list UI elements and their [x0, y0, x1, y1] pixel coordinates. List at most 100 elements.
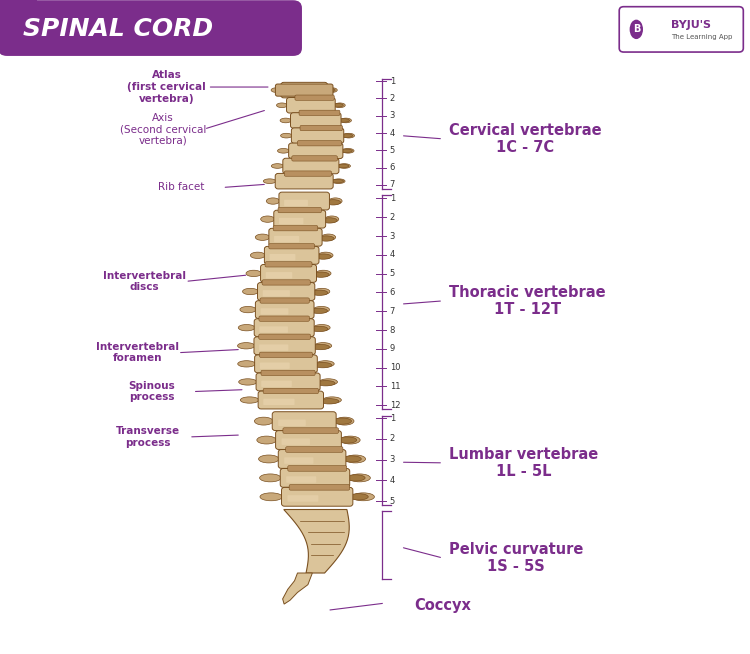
FancyBboxPatch shape: [262, 290, 290, 296]
Ellipse shape: [240, 307, 256, 313]
Text: 6: 6: [390, 288, 395, 297]
FancyBboxPatch shape: [287, 495, 319, 502]
Ellipse shape: [335, 164, 349, 168]
Ellipse shape: [320, 379, 338, 385]
Ellipse shape: [340, 118, 352, 123]
Ellipse shape: [310, 308, 328, 313]
Ellipse shape: [326, 199, 340, 205]
FancyBboxPatch shape: [298, 141, 341, 146]
Text: SPINAL CORD: SPINAL CORD: [23, 17, 214, 41]
FancyBboxPatch shape: [268, 228, 322, 246]
FancyBboxPatch shape: [263, 399, 295, 405]
FancyBboxPatch shape: [300, 126, 343, 131]
FancyBboxPatch shape: [278, 419, 306, 426]
FancyBboxPatch shape: [279, 192, 329, 210]
Text: Pelvic curvature
1S - 5S: Pelvic curvature 1S - 5S: [449, 542, 584, 574]
Ellipse shape: [313, 272, 329, 277]
Ellipse shape: [328, 198, 342, 204]
FancyBboxPatch shape: [266, 272, 292, 279]
Text: 2: 2: [390, 213, 395, 222]
Polygon shape: [283, 573, 312, 604]
FancyBboxPatch shape: [258, 391, 323, 409]
FancyBboxPatch shape: [265, 262, 312, 267]
Ellipse shape: [340, 134, 352, 137]
Text: Lumbar vertebrae
1L - 5L: Lumbar vertebrae 1L - 5L: [449, 447, 598, 479]
Ellipse shape: [256, 436, 276, 444]
Text: 10: 10: [390, 363, 400, 372]
Ellipse shape: [327, 88, 338, 92]
FancyBboxPatch shape: [260, 298, 309, 303]
Ellipse shape: [338, 118, 350, 122]
Ellipse shape: [266, 198, 280, 204]
FancyBboxPatch shape: [280, 82, 328, 98]
FancyBboxPatch shape: [256, 373, 320, 391]
FancyBboxPatch shape: [259, 334, 310, 339]
Ellipse shape: [335, 417, 354, 425]
Ellipse shape: [238, 361, 255, 367]
Ellipse shape: [321, 234, 336, 241]
Ellipse shape: [345, 455, 365, 463]
FancyBboxPatch shape: [260, 352, 313, 358]
Ellipse shape: [242, 288, 258, 295]
Text: Rib facet: Rib facet: [158, 182, 205, 192]
Ellipse shape: [280, 118, 291, 123]
Text: 1: 1: [390, 413, 395, 422]
Text: 7: 7: [390, 181, 395, 190]
Ellipse shape: [271, 88, 281, 92]
Ellipse shape: [349, 494, 368, 500]
Ellipse shape: [261, 216, 274, 222]
Bar: [0, 0, 37, 48]
Ellipse shape: [318, 252, 333, 258]
Text: 1: 1: [390, 77, 395, 86]
FancyBboxPatch shape: [290, 485, 350, 490]
FancyBboxPatch shape: [269, 254, 296, 260]
Text: Atlas
(first cervical
vertebra): Atlas (first cervical vertebra): [128, 71, 206, 103]
Ellipse shape: [316, 361, 334, 367]
Ellipse shape: [342, 148, 354, 153]
Ellipse shape: [310, 326, 328, 332]
Ellipse shape: [255, 234, 269, 241]
FancyBboxPatch shape: [274, 210, 326, 228]
FancyBboxPatch shape: [283, 158, 339, 174]
FancyBboxPatch shape: [299, 111, 340, 116]
FancyBboxPatch shape: [256, 301, 314, 318]
Ellipse shape: [238, 379, 256, 385]
Ellipse shape: [260, 493, 282, 501]
FancyBboxPatch shape: [286, 476, 316, 483]
Ellipse shape: [314, 343, 332, 349]
FancyBboxPatch shape: [290, 112, 341, 128]
FancyBboxPatch shape: [262, 280, 310, 285]
FancyBboxPatch shape: [280, 468, 350, 487]
Text: 2: 2: [390, 94, 395, 103]
FancyBboxPatch shape: [260, 345, 288, 351]
Text: Intervertebral
foramen: Intervertebral foramen: [95, 342, 178, 364]
Ellipse shape: [332, 418, 352, 424]
Ellipse shape: [346, 475, 365, 481]
Text: 5: 5: [390, 146, 395, 155]
Ellipse shape: [251, 252, 266, 258]
FancyBboxPatch shape: [268, 244, 314, 249]
Text: 11: 11: [390, 382, 400, 391]
Ellipse shape: [254, 417, 273, 425]
Ellipse shape: [278, 148, 290, 153]
Text: 3: 3: [390, 111, 395, 120]
FancyBboxPatch shape: [254, 337, 315, 354]
FancyBboxPatch shape: [254, 318, 314, 337]
Ellipse shape: [322, 397, 341, 404]
FancyBboxPatch shape: [284, 199, 308, 206]
FancyBboxPatch shape: [275, 430, 341, 449]
FancyBboxPatch shape: [283, 428, 338, 434]
FancyBboxPatch shape: [620, 7, 743, 52]
Text: The Learning App: The Learning App: [671, 34, 733, 40]
FancyBboxPatch shape: [263, 388, 319, 394]
Ellipse shape: [332, 179, 345, 184]
Text: 3: 3: [390, 232, 395, 241]
Text: Transverse
process: Transverse process: [116, 426, 180, 448]
FancyBboxPatch shape: [289, 143, 343, 158]
Ellipse shape: [320, 399, 339, 404]
Text: 6: 6: [390, 163, 395, 172]
FancyBboxPatch shape: [279, 218, 304, 224]
FancyBboxPatch shape: [281, 438, 310, 445]
Ellipse shape: [314, 307, 329, 313]
Ellipse shape: [349, 474, 370, 482]
